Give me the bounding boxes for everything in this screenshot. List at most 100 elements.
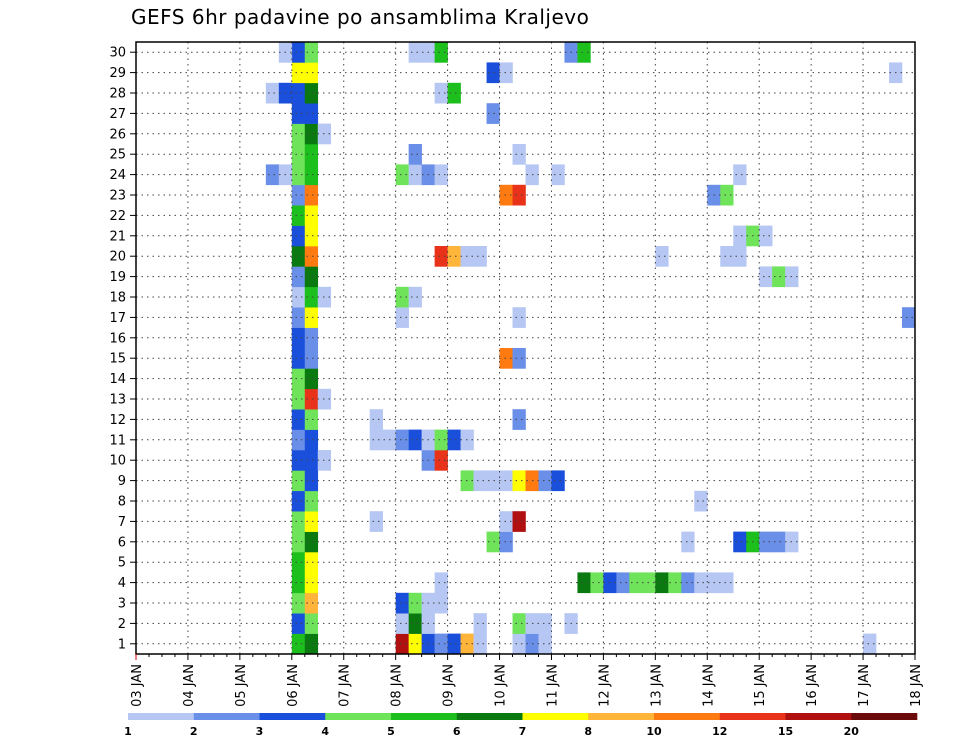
heatmap-cell	[733, 531, 747, 553]
heatmap-cell	[434, 429, 448, 451]
heatmap-cell	[408, 429, 422, 451]
colorbar-swatch	[785, 713, 852, 720]
colorbar: 1 2 3 4 5 6 7 8 10 12 15 20	[124, 713, 918, 738]
heatmap-cell	[434, 592, 448, 614]
heatmap-cell	[395, 307, 409, 328]
heatmap-cell	[408, 633, 422, 655]
y-tick-label: 24	[109, 168, 126, 183]
heatmap-cell	[720, 184, 734, 206]
y-tick-label: 12	[109, 413, 126, 428]
colorbar-label: 3	[256, 725, 264, 738]
heatmap-cell	[434, 42, 448, 63]
x-tick-label: 10 JAN	[494, 664, 509, 707]
heatmap-cell	[395, 164, 409, 186]
heatmap-cell	[304, 388, 319, 410]
heatmap-cell	[369, 511, 383, 532]
heatmap-cell	[512, 307, 526, 328]
axis-layer: 1234567891011121314151617181920212223242…	[109, 46, 924, 707]
heatmap-cell	[733, 225, 747, 247]
heatmap-cell	[304, 552, 319, 573]
heatmap-cell	[486, 470, 500, 492]
heatmap-cell	[304, 572, 319, 594]
heatmap-cell	[291, 633, 306, 655]
y-tick-label: 3	[118, 597, 126, 612]
y-tick-label: 17	[109, 311, 126, 326]
heatmap-cell	[291, 144, 306, 165]
heatmap-cell	[304, 613, 319, 634]
colorbar-label: 2	[190, 725, 198, 738]
y-tick-label: 29	[109, 66, 126, 81]
colorbar-swatch	[259, 713, 326, 720]
y-tick-label: 2	[118, 617, 126, 632]
heatmap-cell	[304, 409, 319, 430]
colorbar-label: 10	[646, 725, 662, 738]
heatmap-cell	[408, 42, 422, 63]
y-tick-label: 11	[109, 433, 126, 448]
heatmap-cell	[291, 103, 306, 124]
colorbar-label: 20	[844, 725, 860, 738]
colorbar-swatch	[522, 713, 589, 720]
heatmap-cell	[512, 633, 526, 655]
y-tick-label: 26	[109, 127, 126, 142]
heatmap-cell	[369, 429, 383, 451]
y-tick-label: 5	[118, 556, 126, 571]
colorbar-label: 5	[387, 725, 395, 738]
x-tick-label: 12 JAN	[597, 664, 612, 707]
heatmap-cell	[577, 572, 591, 594]
heatmap-cell	[291, 184, 306, 206]
heatmap-cell	[304, 633, 319, 655]
heatmap-cell	[291, 592, 306, 614]
heatmap-cell	[291, 552, 306, 573]
y-tick-label: 14	[109, 372, 126, 387]
heatmap-cell	[408, 592, 422, 614]
y-tick-label: 13	[109, 393, 126, 408]
heatmap-cell	[304, 246, 319, 267]
heatmap-cell	[304, 144, 319, 165]
heatmap-cell	[395, 286, 409, 308]
x-tick-label: 08 JAN	[390, 664, 405, 707]
y-tick-label: 9	[118, 474, 126, 489]
colorbar-swatch	[456, 713, 523, 720]
heatmap-cell	[395, 613, 409, 634]
heatmap-cell	[447, 246, 461, 267]
heatmap-cell	[551, 164, 565, 186]
x-tick-label: 05 JAN	[234, 664, 249, 707]
heatmap-cell	[902, 307, 916, 328]
heatmap-cell	[486, 62, 500, 84]
heatmap-cell	[291, 490, 306, 512]
heatmap-cell	[304, 103, 319, 124]
heatmap-cell	[434, 572, 448, 594]
heatmap-cell	[304, 450, 319, 471]
colorbar-swatch	[193, 713, 260, 720]
heatmap-cell	[304, 225, 319, 247]
heatmap-cell	[304, 82, 319, 104]
heatmap-cell	[512, 184, 526, 206]
heatmap-cell	[486, 531, 500, 553]
heatmap-cell	[291, 266, 306, 288]
heatmap-cell	[629, 572, 643, 594]
y-tick-label: 19	[109, 270, 126, 285]
heatmap-cell	[473, 470, 487, 492]
heatmap-cell	[291, 531, 306, 553]
heatmap-cell	[772, 531, 786, 553]
heatmap-cell	[759, 266, 773, 288]
heatmap-cell	[291, 205, 306, 226]
colorbar-label: 1	[124, 725, 132, 738]
heatmap-cell	[759, 531, 773, 553]
x-tick-label: 11 JAN	[545, 664, 560, 707]
x-tick-label: 17 JAN	[857, 664, 872, 707]
x-tick-label: 18 JAN	[909, 664, 924, 707]
x-tick-label: 06 JAN	[286, 664, 301, 707]
x-tick-label: 13 JAN	[649, 664, 664, 707]
heatmap-cell	[408, 613, 422, 634]
heatmap-cell	[291, 368, 306, 390]
y-tick-label: 25	[109, 148, 126, 163]
heatmap-cell	[655, 246, 669, 267]
colorbar-label: 6	[453, 725, 461, 738]
heatmap-cell	[304, 470, 319, 492]
heatmap-cell	[369, 409, 383, 430]
heatmap-cell	[291, 307, 306, 328]
heatmap-cell	[291, 348, 306, 369]
heatmap-cell	[304, 266, 319, 288]
